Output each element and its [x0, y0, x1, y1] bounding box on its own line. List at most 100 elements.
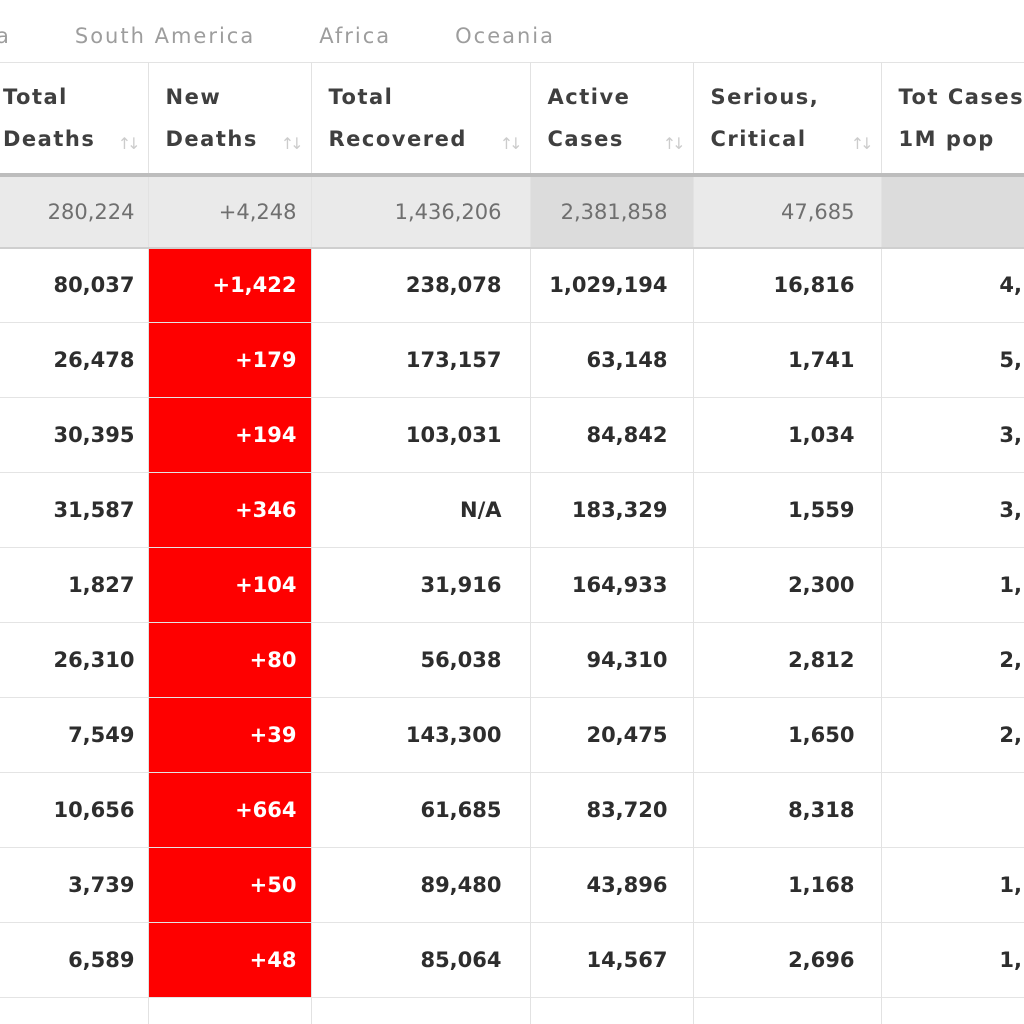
cell-total-recovered: 85,064 [310, 922, 530, 998]
cell-serious-critical: 2,300 [692, 547, 881, 623]
cell-total-recovered: 103,031 [310, 397, 530, 473]
table-row: 30,395 +194 103,031 84,842 1,034 3, [0, 397, 1024, 473]
col-header-total-recovered[interactable]: Total Recovered [310, 62, 530, 177]
cell-tot-cases-1m: 3, [880, 397, 1024, 473]
cell-tot-cases-1m: 4, [880, 247, 1024, 323]
table-row: 1,827 +104 31,916 164,933 2,300 1, [0, 547, 1024, 623]
col-header-serious-critical[interactable]: Serious, Critical [692, 62, 881, 177]
tab-partial[interactable]: a [0, 24, 11, 48]
col-header-tot-cases-1m[interactable]: Tot Cases/1M pop [880, 62, 1024, 177]
cell-serious-critical: 1,741 [692, 322, 881, 398]
cell-total-deaths: 30,395 [0, 397, 148, 473]
table-row: 80,037 +1,422 238,078 1,029,194 16,816 4, [0, 247, 1024, 323]
table-row: 6,589 +48 85,064 14,567 2,696 1, [0, 922, 1024, 998]
sort-icon[interactable] [500, 134, 519, 153]
col-header-active-cases[interactable]: Active Cases [529, 62, 693, 177]
cell-total-deaths: 7,549 [0, 697, 148, 773]
cell-new-deaths: +39 [147, 697, 311, 773]
continent-tabs: a South America Africa Oceania [0, 0, 1024, 62]
cell-serious-critical [692, 997, 881, 1024]
sort-icon[interactable] [663, 134, 682, 153]
cell-new-deaths: +346 [147, 472, 311, 548]
cell-serious-critical: 2,812 [692, 622, 881, 698]
cell-active-cases: 94,310 [529, 622, 693, 698]
cell-new-deaths: +664 [147, 772, 311, 848]
cell-tot-cases-1m [880, 174, 1024, 249]
cell-total-recovered: 173,157 [310, 322, 530, 398]
table-row: 7,549 +39 143,300 20,475 1,650 2, [0, 697, 1024, 773]
cell-tot-cases-1m: 2, [880, 697, 1024, 773]
col-header-label: New Deaths [165, 84, 258, 151]
cell-total-deaths [0, 997, 148, 1024]
cell-total-deaths: 31,587 [0, 472, 148, 548]
cell-serious-critical: 1,559 [692, 472, 881, 548]
cell-serious-critical: 47,685 [692, 174, 881, 249]
col-header-label: Serious, Critical [710, 84, 820, 151]
cell-total-deaths: 26,478 [0, 322, 148, 398]
table-row: 26,478 +179 173,157 63,148 1,741 5, [0, 322, 1024, 398]
cell-total-deaths: 80,037 [0, 247, 148, 323]
total-row: 280,224 +4,248 1,436,206 2,381,858 47,685 [0, 174, 1024, 249]
cell-total-recovered: 89,480 [310, 847, 530, 923]
cell-total-recovered: 31,916 [310, 547, 530, 623]
cell-serious-critical: 1,650 [692, 697, 881, 773]
cell-total-recovered [310, 997, 530, 1024]
sort-icon[interactable] [281, 134, 300, 153]
cell-active-cases: 43,896 [529, 847, 693, 923]
cell-total-recovered: 1,436,206 [310, 174, 530, 249]
cell-tot-cases-1m: 2, [880, 622, 1024, 698]
sort-icon[interactable] [851, 134, 870, 153]
partial-row [0, 997, 1024, 1024]
cell-serious-critical: 8,318 [692, 772, 881, 848]
cell-total-deaths: 26,310 [0, 622, 148, 698]
col-header-new-deaths[interactable]: New Deaths [147, 62, 311, 177]
cell-active-cases: 183,329 [529, 472, 693, 548]
col-header-label: Tot Cases/1M pop [898, 84, 1024, 151]
cell-new-deaths: +194 [147, 397, 311, 473]
cell-active-cases: 83,720 [529, 772, 693, 848]
cell-active-cases: 14,567 [529, 922, 693, 998]
cell-serious-critical: 2,696 [692, 922, 881, 998]
cell-new-deaths [147, 997, 311, 1024]
cell-total-recovered: 143,300 [310, 697, 530, 773]
cell-total-deaths: 1,827 [0, 547, 148, 623]
cell-new-deaths: +104 [147, 547, 311, 623]
cell-active-cases: 1,029,194 [529, 247, 693, 323]
cell-active-cases: 20,475 [529, 697, 693, 773]
cell-new-deaths: +179 [147, 322, 311, 398]
cell-new-deaths: +50 [147, 847, 311, 923]
cell-tot-cases-1m: 1, [880, 922, 1024, 998]
tab-africa[interactable]: Africa [319, 24, 392, 48]
cell-tot-cases-1m: 1, [880, 547, 1024, 623]
cell-serious-critical: 16,816 [692, 247, 881, 323]
cell-total-deaths: 6,589 [0, 922, 148, 998]
cell-active-cases: 164,933 [529, 547, 693, 623]
cell-total-recovered: 238,078 [310, 247, 530, 323]
cell-total-deaths: 3,739 [0, 847, 148, 923]
table-body: 280,224 +4,248 1,436,206 2,381,858 47,685 80,… [0, 174, 1024, 1024]
col-header-total-deaths[interactable]: Total Deaths [0, 62, 148, 177]
cell-active-cases: 2,381,858 [529, 174, 693, 249]
tab-south-america[interactable]: South America [74, 24, 256, 48]
cell-total-deaths: 280,224 [0, 174, 148, 249]
cell-tot-cases-1m: 3, [880, 472, 1024, 548]
col-header-label: Total Recovered [328, 84, 467, 151]
cell-active-cases: 84,842 [529, 397, 693, 473]
sort-icon[interactable] [118, 134, 137, 153]
table-row: 3,739 +50 89,480 43,896 1,168 1, [0, 847, 1024, 923]
col-header-label: Active Cases [547, 84, 631, 151]
cell-new-deaths: +4,248 [147, 174, 311, 249]
cell-new-deaths: +80 [147, 622, 311, 698]
cell-tot-cases-1m [880, 997, 1024, 1024]
cell-serious-critical: 1,034 [692, 397, 881, 473]
cell-new-deaths: +1,422 [147, 247, 311, 323]
cell-tot-cases-1m [880, 772, 1024, 848]
cell-active-cases [529, 997, 693, 1024]
cell-new-deaths: +48 [147, 922, 311, 998]
cell-serious-critical: 1,168 [692, 847, 881, 923]
cell-tot-cases-1m: 1, [880, 847, 1024, 923]
tab-oceania[interactable]: Oceania [455, 24, 556, 48]
